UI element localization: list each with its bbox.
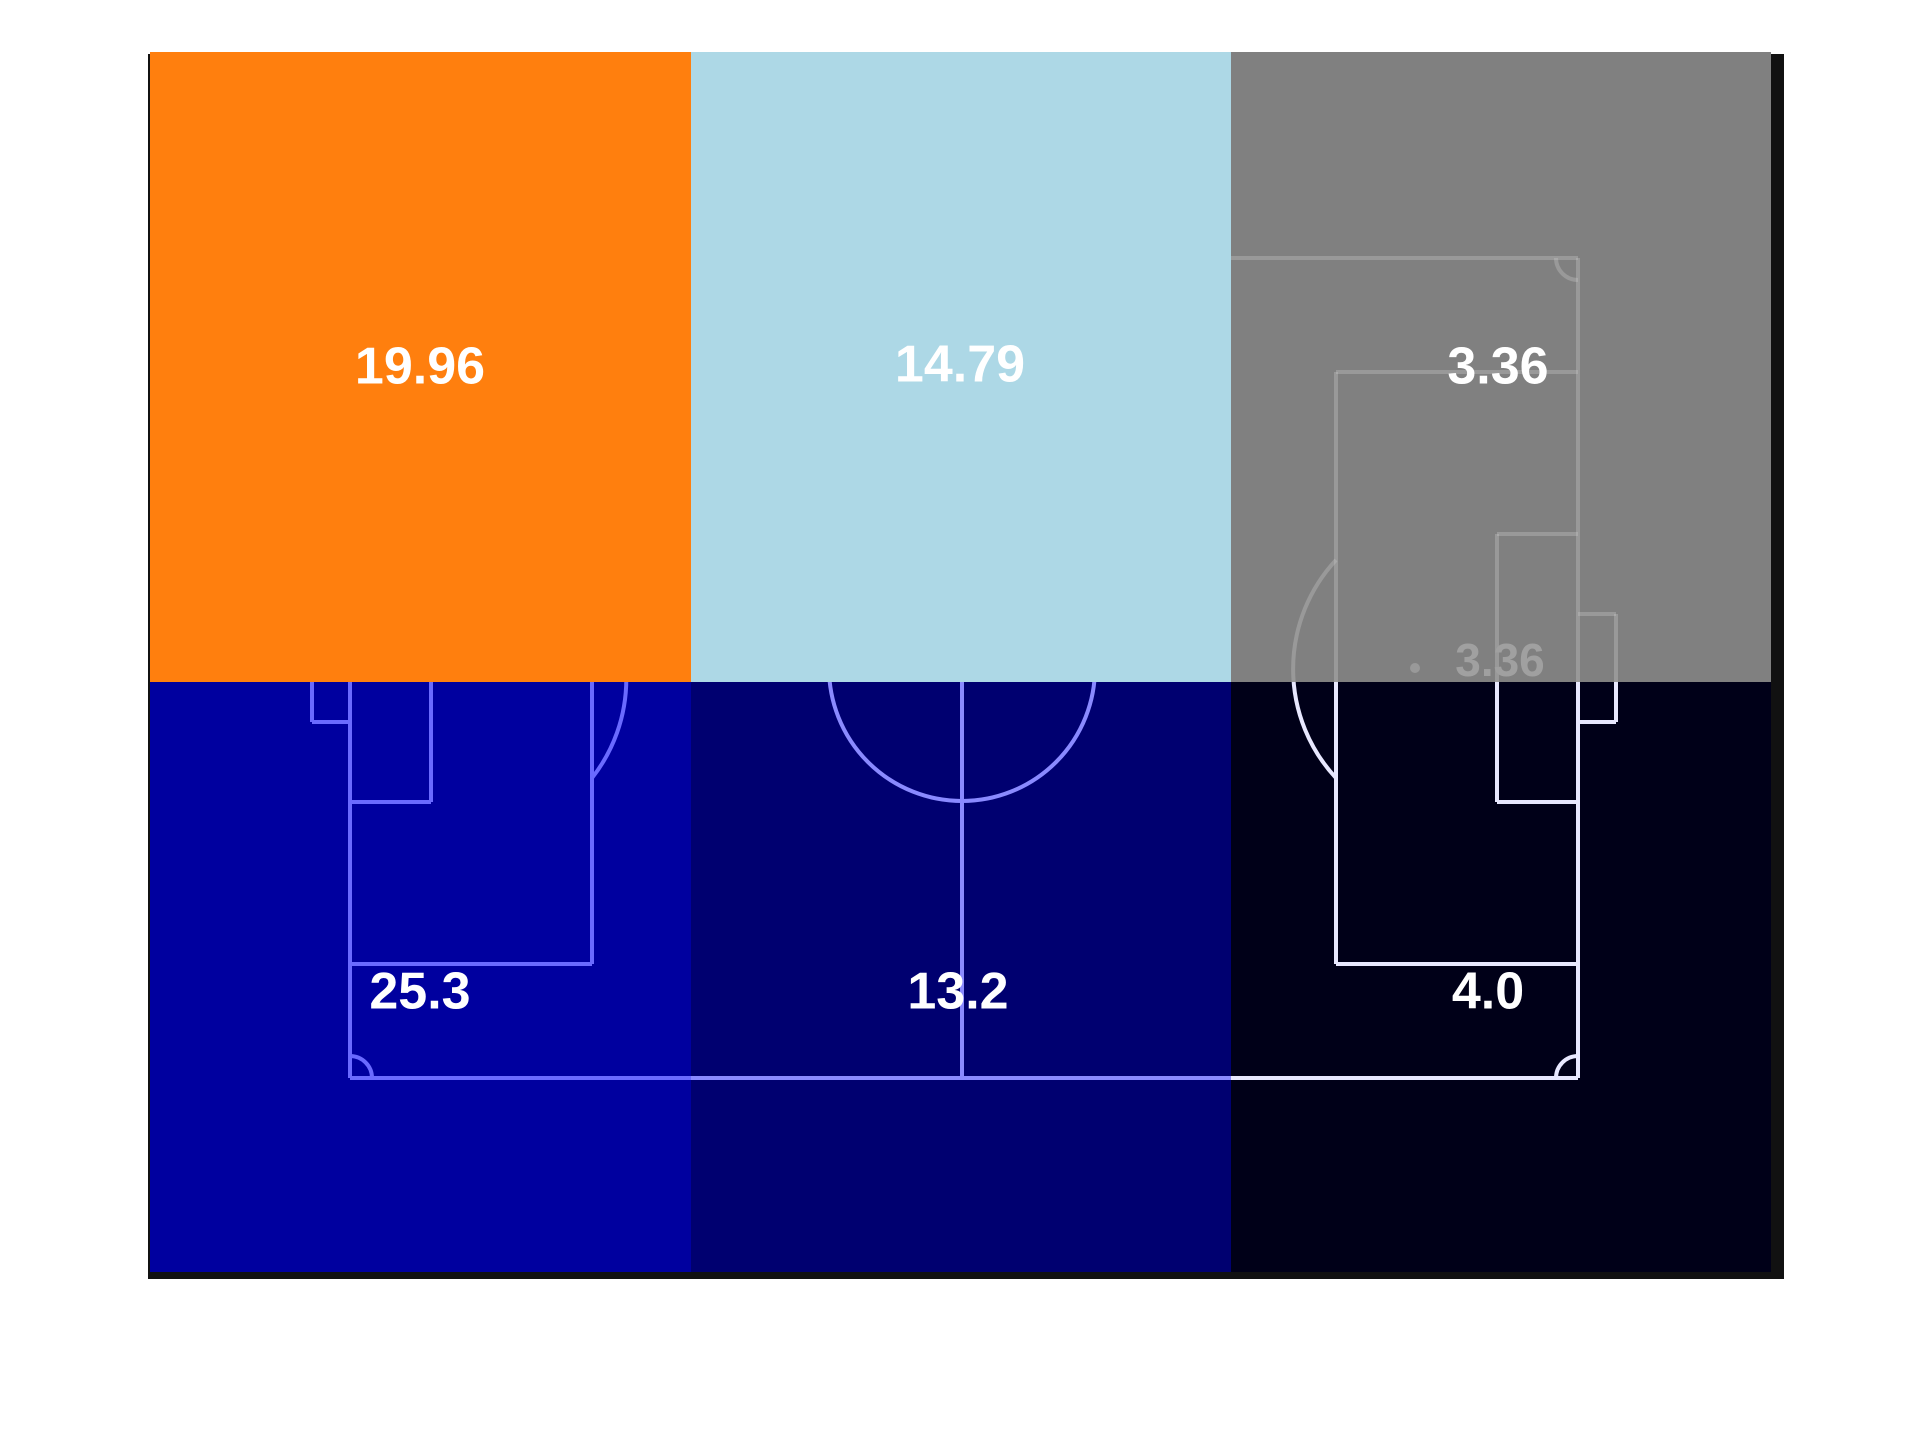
faint-pitch-corner-arc-top-right xyxy=(1554,257,1579,282)
faint-pitch-right-penalty-spot xyxy=(1410,663,1420,673)
pitch-lines-faint xyxy=(1231,256,1618,682)
value-label-bottom-1: 25.3 xyxy=(369,963,470,1021)
value-label-top-2: 14.79 xyxy=(895,336,1025,394)
value-label-top-3: 3.36 xyxy=(1447,338,1548,396)
top-row-cells xyxy=(150,52,1771,682)
heatmap-cell-bottom-1 xyxy=(150,682,691,1272)
pitch-corner-arc-bottom-right xyxy=(1554,1054,1579,1079)
value-labels: 19.96 14.79 3.36 25.3 13.2 4.0 3.36 xyxy=(355,336,1549,1021)
value-label-bottom-2: 13.2 xyxy=(907,963,1008,1021)
heatmap-cell-top-1 xyxy=(150,52,691,682)
bottom-row-cells xyxy=(150,682,1771,1272)
heatmap-cell-bottom-3 xyxy=(1231,682,1771,1272)
value-label-bottom-3: 4.0 xyxy=(1452,963,1524,1021)
faint-pitch-right-penalty-arc xyxy=(1291,558,1338,682)
pitch-corner-arc-bottom-left xyxy=(349,1054,374,1079)
value-label-top-1: 19.96 xyxy=(355,338,485,396)
heatmap-cell-top-2 xyxy=(691,52,1231,682)
extra-annotation-label: 3.36 xyxy=(1455,634,1545,686)
heatmap-cell-top-3 xyxy=(1231,52,1771,682)
